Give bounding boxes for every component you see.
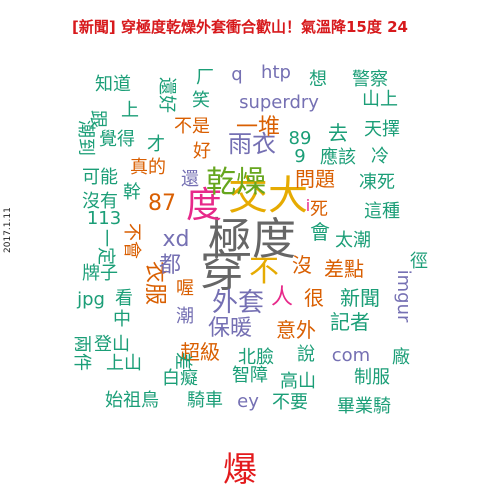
cloud-word: 天擇	[364, 119, 400, 140]
cloud-word: 冷	[371, 146, 389, 167]
cloud-word: ey	[237, 391, 259, 412]
cloud-word: 問題	[295, 167, 335, 191]
cloud-word: 好	[193, 141, 211, 162]
cloud-word: 沒	[292, 253, 312, 277]
cloud-word: 新聞	[340, 286, 380, 310]
cloud-word: 智障	[232, 365, 268, 386]
cloud-word: 87	[148, 191, 176, 216]
cloud-word: 北臉	[238, 347, 274, 368]
cloud-word: 意外	[276, 318, 316, 342]
cloud-word: 始祖鳥	[105, 390, 159, 411]
cloud-word: 記者	[330, 310, 370, 334]
cloud-word: 厂	[196, 67, 214, 88]
cloud-word: 制服	[354, 367, 390, 388]
cloud-word: 上	[121, 100, 139, 121]
cloud-word: 一堆	[235, 115, 281, 140]
cloud-word: imgur	[393, 269, 414, 323]
cloud-word: 雨衣	[228, 130, 276, 158]
cloud-word: 極度	[208, 214, 296, 265]
cloud-word: 外套	[211, 288, 265, 318]
cloud-word: 兩件	[71, 335, 92, 371]
cloud-word: 幹	[123, 182, 141, 203]
cloud-word: 死	[310, 199, 328, 220]
cloud-word: 真的	[130, 157, 166, 178]
cloud-word: 沒有	[82, 191, 118, 212]
cloud-word: 保暖	[207, 316, 253, 341]
cloud-word: 潮	[176, 306, 194, 327]
cloud-word: 廠	[392, 347, 410, 368]
cloud-word: 超級	[180, 340, 220, 364]
cloud-word: 度	[185, 185, 223, 226]
cloud-word: 一定	[95, 229, 116, 265]
cloud-word: 知道	[95, 74, 131, 95]
cloud-word: 9	[294, 146, 306, 167]
cloud-word: 人	[270, 285, 294, 310]
cloud-word: 還好	[156, 77, 177, 113]
cloud-word: 騎車	[187, 390, 223, 411]
footer-word: 爆	[223, 450, 257, 490]
cloud-word: 想	[309, 69, 327, 90]
cloud-word: 交大	[228, 173, 308, 219]
cloud-word: 不是	[174, 116, 210, 137]
cloud-word: i	[305, 196, 311, 215]
cloud-word: 89	[288, 128, 312, 149]
cloud-word: 應該	[320, 147, 356, 168]
cloud-word: jpg	[77, 289, 105, 310]
cloud-word: 凍死	[359, 172, 395, 193]
cloud-word: 113	[86, 208, 122, 229]
cloud-word: 不會	[121, 223, 142, 259]
cloud-word: 高山	[280, 371, 316, 392]
post-title: [新聞] 穿極度乾燥外套衝合歡山！氣溫降15度 24	[72, 18, 408, 36]
cloud-word: 白癡	[162, 368, 198, 389]
cloud-word: com	[331, 345, 371, 366]
cloud-word: 山上	[362, 89, 398, 110]
cloud-word: 還	[181, 169, 199, 190]
cloud-word: 警察	[352, 69, 388, 90]
cloud-word: 不	[249, 254, 279, 289]
cloud-word: 去	[328, 121, 348, 145]
cloud-word: superdry	[239, 92, 319, 113]
cloud-word: 牌子	[82, 263, 118, 284]
cloud-word: 說	[297, 344, 315, 365]
cloud-word: q	[231, 64, 243, 85]
cloud-word: 太潮	[335, 230, 371, 251]
cloud-word: htp	[261, 62, 291, 83]
cloud-word: 很	[304, 286, 324, 310]
cloud-word: xd	[162, 227, 190, 252]
cloud-word: 會	[310, 220, 330, 244]
word-cloud: 極度穿交大度乾燥不外套 衣服 雨衣 一堆 問題會去人 xd 都 87 superdry 保暖 超級意…	[71, 62, 428, 417]
cloud-word: 跟	[87, 110, 108, 128]
cloud-word: 乾燥	[206, 165, 266, 200]
cloud-word: 可能	[82, 167, 118, 188]
cloud-word: 覺得	[99, 129, 135, 150]
cloud-word: 看	[115, 288, 133, 309]
cloud-word: 差點	[324, 257, 364, 281]
cloud-word: 不要	[272, 392, 308, 413]
cloud-word: 登山	[94, 334, 130, 355]
cloud-word: 笑	[192, 90, 210, 111]
cloud-word: 畢業騎	[337, 396, 391, 417]
cloud-word: 中	[113, 309, 131, 330]
cloud-word: 喔	[176, 278, 194, 299]
cloud-word: 才	[147, 134, 165, 155]
cloud-word: 穿	[200, 246, 244, 297]
cloud-word: 徑	[410, 251, 428, 272]
cloud-word: 這種	[364, 201, 400, 222]
cloud-word: 上山	[106, 353, 142, 374]
cloud-word: 都	[158, 253, 182, 278]
